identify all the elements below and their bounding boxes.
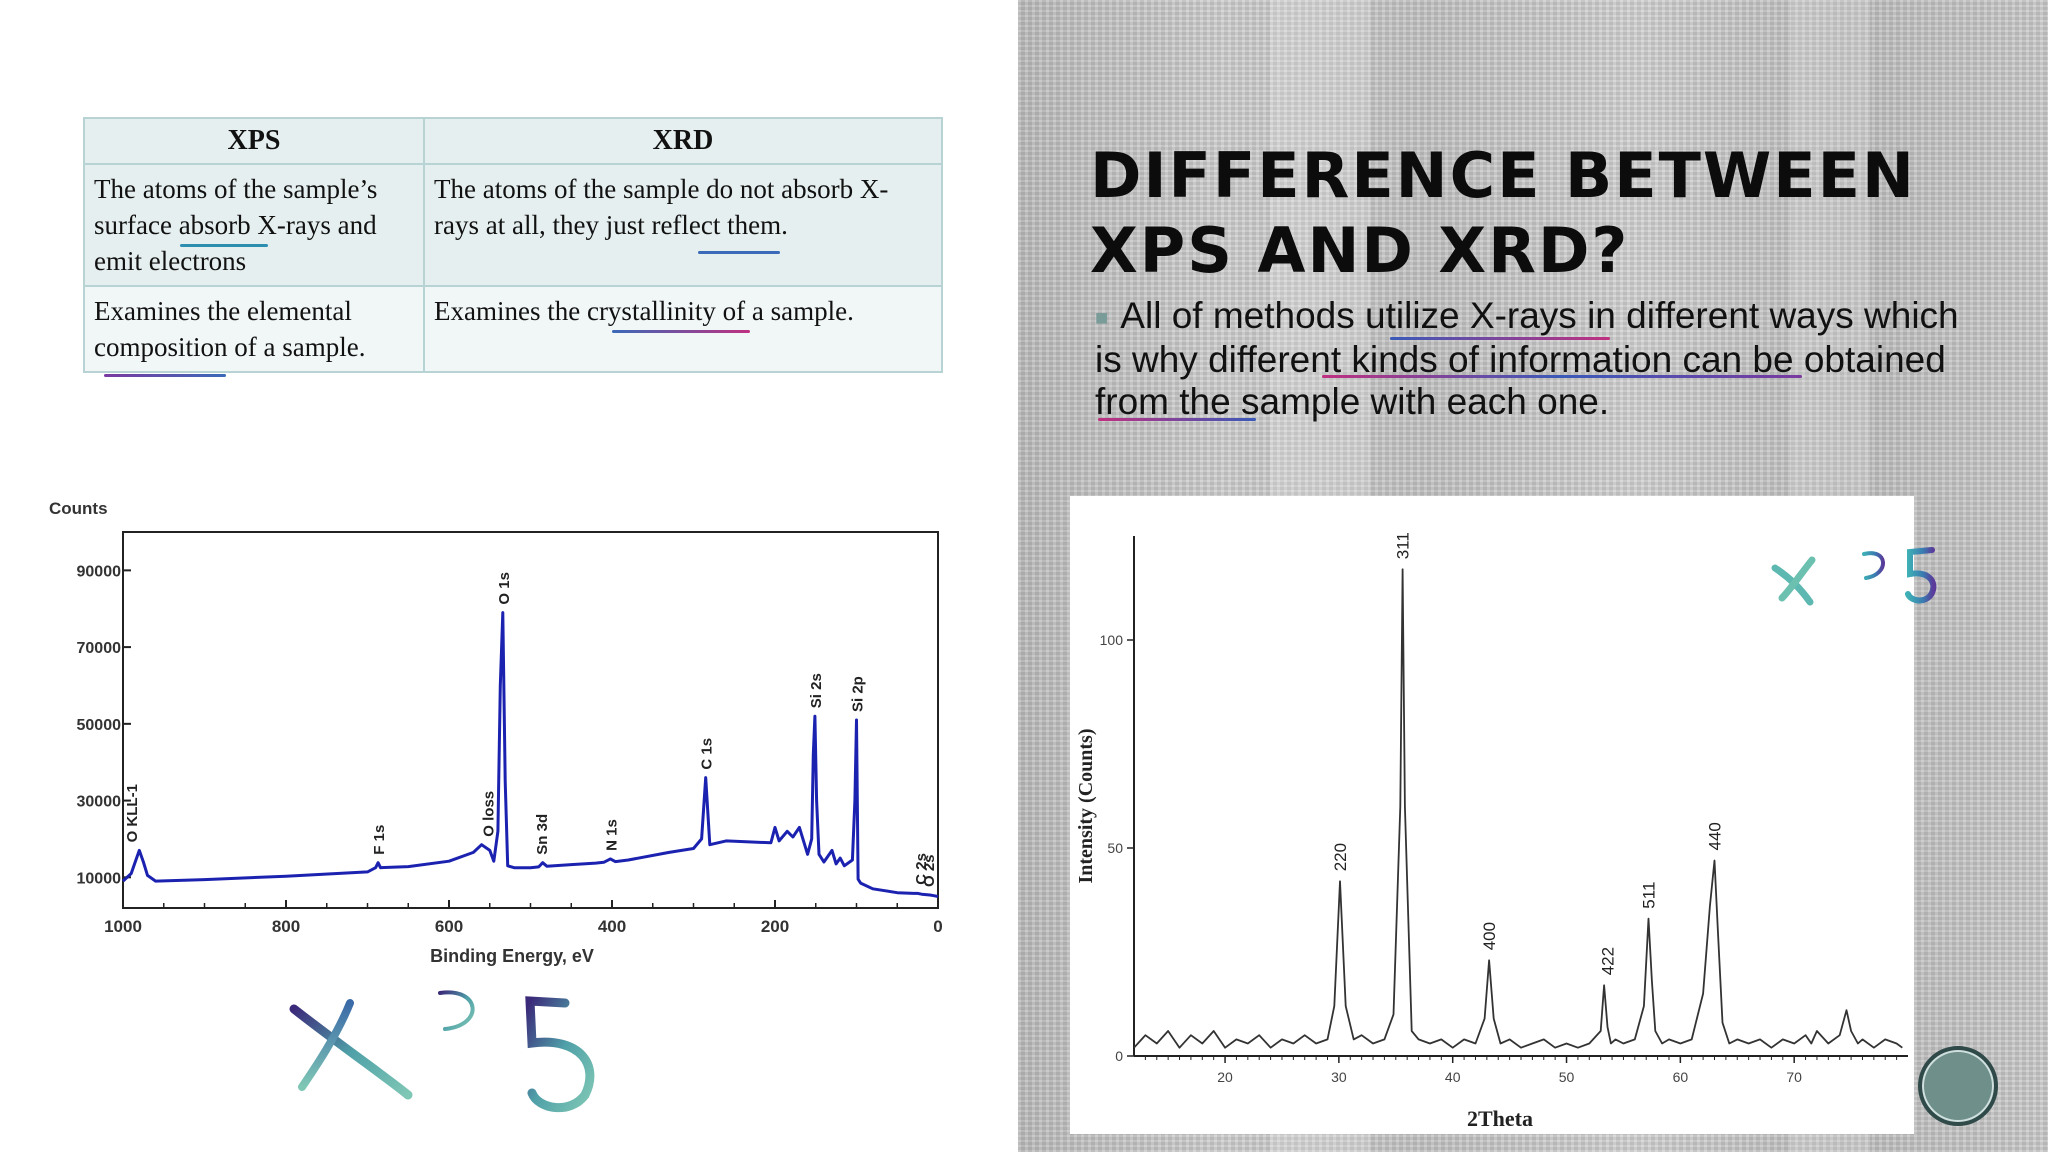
- ink-underline: [180, 244, 268, 247]
- peak-label: F 1s: [371, 825, 388, 855]
- ink-underline: [612, 330, 750, 333]
- plot-area: 1000 800 600 400 200 0 10000 30000 50000 70000 900…: [77, 531, 943, 936]
- peak-label: Si 2s: [808, 673, 825, 708]
- table-header-row: XPS XRD: [83, 117, 943, 165]
- peak-label: O 1s: [496, 572, 513, 605]
- peak-label: 220: [1331, 843, 1350, 871]
- x-tick-label: 0: [933, 917, 942, 936]
- x-axis-label: 2Theta: [1467, 1106, 1533, 1131]
- x-tick-label: 1000: [104, 917, 142, 936]
- peak-label: O loss: [480, 791, 497, 837]
- x-tick-label: 40: [1445, 1069, 1461, 1085]
- peak-label: Sn 3d: [534, 814, 551, 855]
- bullet-icon: ■: [1095, 305, 1109, 331]
- xps-series-line: [121, 611, 939, 898]
- navigation-button[interactable]: [1918, 1046, 1998, 1126]
- xrd-pattern-chart: Intensity (Counts) 2Theta 20 30 40 50 60 70 0 5…: [1070, 496, 1914, 1134]
- peak-label: N 1s: [603, 819, 620, 851]
- table-cell: Examines the crystallinity of a sample.: [423, 285, 943, 373]
- table-cell: The atoms of the sample do not absorb X-…: [423, 163, 943, 287]
- bullet-text: All of methods utilize X-rays in differe…: [1095, 295, 1959, 423]
- peak-label: 511: [1640, 882, 1659, 909]
- y-tick-label: 50: [1107, 840, 1123, 856]
- table-header-xps: XPS: [83, 117, 425, 165]
- title-line-1: DIFFERENCE BETWEEN: [1090, 139, 1916, 212]
- x-tick-label: 60: [1673, 1069, 1689, 1085]
- x-axis-label: Binding Energy, eV: [430, 946, 594, 966]
- peak-label: C 2s: [913, 853, 930, 885]
- title-line-2: XPS AND XRD?: [1090, 214, 1630, 287]
- peak-label: 311: [1394, 532, 1413, 559]
- x-tick-label: 70: [1786, 1069, 1802, 1085]
- x-tick-label: 600: [435, 917, 463, 936]
- peak-label: O 2s: [921, 854, 938, 887]
- ink-underline: [1098, 418, 1256, 421]
- peak-label: O KLL-1: [124, 784, 141, 842]
- ink-underline: [104, 374, 226, 377]
- x-tick-label: 50: [1559, 1069, 1575, 1085]
- table-header-xrd: XRD: [423, 117, 943, 165]
- x-tick-label: 400: [598, 917, 626, 936]
- table-row: The atoms of the sample’s surface absorb…: [83, 163, 943, 287]
- peak-label: C 1s: [699, 738, 716, 770]
- x-tick-label: 30: [1331, 1069, 1347, 1085]
- table-row: Examines the elemental composition of a …: [83, 285, 943, 373]
- y-axis-label: Intensity (Counts): [1075, 728, 1097, 883]
- handwritten-xps-right: [1771, 547, 1937, 617]
- xps-spectrum-chart: Counts Binding Energy, eV Peak IDAtomic …: [49, 499, 943, 966]
- chart-background: [1070, 496, 1914, 1134]
- peak-label: 400: [1480, 922, 1499, 950]
- y-tick-label: 70000: [77, 640, 122, 657]
- y-tick-label: 90000: [77, 563, 122, 580]
- table-cell: Examines the elemental composition of a …: [83, 285, 425, 373]
- ink-underline: [1322, 375, 1802, 378]
- handwritten-xps-bottom: [289, 988, 595, 1113]
- peak-label: 422: [1599, 947, 1618, 975]
- plot-frame: [122, 531, 939, 909]
- ink-underline: [698, 251, 780, 254]
- peak-label: 440: [1706, 822, 1725, 850]
- y-axis-label: Counts: [49, 499, 108, 518]
- plot-area: 20 30 40 50 60 70 0 50 100 220 311 400 422 511 440: [1100, 532, 1908, 1085]
- y-tick-label: 30000: [77, 794, 122, 811]
- x-tick-label: 200: [761, 917, 789, 936]
- slide-title: DIFFERENCE BETWEEN XPS AND XRD?: [1090, 138, 2010, 288]
- x-tick-label: 20: [1217, 1069, 1233, 1085]
- y-tick-label: 0: [1115, 1048, 1123, 1064]
- ink-underline: [1390, 337, 1610, 340]
- bullet-point: ■ All of methods utilize X-rays in differ…: [1095, 295, 1975, 423]
- y-tick-label: 50000: [77, 717, 122, 734]
- y-tick-label: 100: [1100, 632, 1124, 648]
- peak-label: Si 2p: [850, 676, 867, 712]
- x-tick-label: 800: [272, 917, 300, 936]
- xrd-series-line: [1133, 568, 1903, 1049]
- table-cell: The atoms of the sample’s surface absorb…: [83, 163, 425, 287]
- y-tick-label: 10000: [77, 870, 122, 887]
